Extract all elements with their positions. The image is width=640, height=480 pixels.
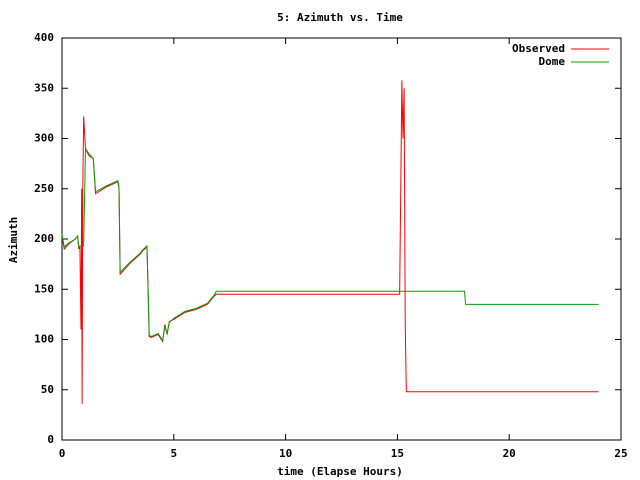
x-tick-label: 20 (503, 447, 516, 460)
y-tick-label: 150 (34, 282, 54, 295)
x-tick-label: 15 (391, 447, 404, 460)
legend-label: Observed (512, 42, 565, 55)
plot-border (61, 37, 622, 441)
y-tick-label: 350 (34, 81, 54, 94)
y-axis-label: Azimuth (7, 217, 20, 263)
y-tick-label: 50 (41, 383, 54, 396)
x-axis-label: time (Elapse Hours) (277, 465, 403, 478)
x-tick-label: 0 (59, 447, 66, 460)
x-tick-label: 10 (279, 447, 292, 460)
legend-label: Dome (539, 55, 566, 68)
x-tick-label: 25 (614, 447, 627, 460)
y-tick-label: 200 (34, 232, 54, 245)
y-tick-label: 250 (34, 182, 54, 195)
x-tick-label: 5 (170, 447, 177, 460)
y-tick-label: 400 (34, 31, 54, 44)
y-tick-label: 0 (47, 433, 54, 446)
series-line (61, 80, 599, 404)
series-line (61, 146, 599, 342)
y-tick-label: 300 (34, 132, 54, 145)
y-tick-label: 100 (34, 333, 54, 346)
chart-title: 5: Azimuth vs. Time (277, 11, 403, 24)
